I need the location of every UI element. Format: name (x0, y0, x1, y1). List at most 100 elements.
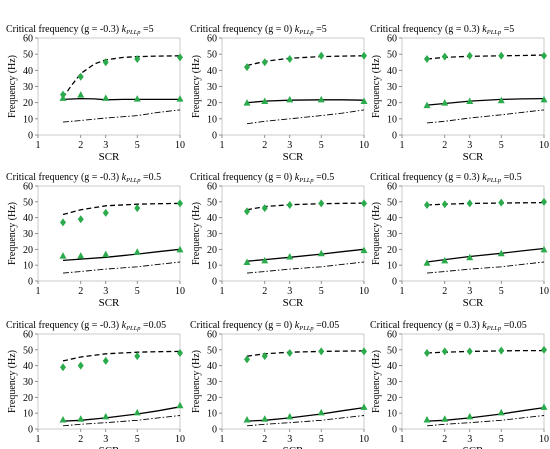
data-point-diamond (244, 63, 251, 72)
data-point-diamond (177, 349, 183, 357)
data-point-diamond (286, 349, 293, 357)
plot-area-frame (37, 37, 181, 136)
data-point-triangle (243, 258, 251, 265)
data-point-triangle (497, 249, 505, 257)
x-tick-label: 5 (499, 286, 504, 297)
title-value: =0.5 (501, 172, 522, 183)
y-tick-label: 20 (23, 98, 33, 109)
y-axis-label: Frequency (Hz) (191, 202, 202, 265)
y-axis-label: Frequency (Hz) (191, 350, 202, 413)
plot-area-frame (221, 333, 365, 430)
y-tick-label: 10 (387, 409, 397, 420)
x-tick-label: 2 (78, 286, 83, 297)
series-line-solid (246, 406, 365, 422)
x-axis-label: SCR (99, 445, 120, 449)
x-tick-label: 2 (442, 140, 447, 151)
x-tick-label: 5 (499, 434, 504, 445)
data-point-diamond (541, 345, 547, 354)
plot-area-frame (401, 185, 545, 282)
y-tick-label: 0 (28, 277, 33, 288)
data-point-diamond (286, 201, 293, 209)
data-point-diamond (261, 352, 268, 361)
series-line-dashdot (62, 109, 181, 123)
data-point-diamond (361, 51, 367, 60)
y-tick-label: 60 (23, 330, 33, 341)
title-text: Critical frequency (g = -0.3) (6, 24, 122, 35)
data-point-diamond (498, 346, 505, 355)
x-tick-label: 3 (103, 434, 108, 445)
data-point-diamond (541, 197, 547, 206)
data-point-diamond (77, 361, 84, 370)
y-tick-label: 20 (23, 245, 33, 256)
data-point-diamond (286, 55, 293, 64)
data-point-triangle (176, 95, 184, 102)
title-value: =5 (501, 24, 514, 35)
y-tick-label: 10 (207, 261, 217, 272)
data-point-triangle (540, 95, 548, 103)
plot-area-frame (221, 185, 365, 282)
series-line-solid (246, 248, 365, 262)
y-tick-label: 50 (207, 197, 217, 208)
x-tick-label: 3 (287, 434, 292, 445)
x-axis-label: SCR (283, 151, 304, 163)
data-point-diamond (424, 55, 431, 64)
plot-area-frame (401, 37, 545, 136)
y-axis-label: Frequency (Hz) (7, 202, 18, 265)
data-point-diamond (466, 51, 473, 60)
series-line-dashed (246, 202, 365, 211)
series-line-dashed (62, 350, 181, 362)
data-point-triangle (360, 403, 368, 410)
data-point-diamond (318, 199, 325, 208)
data-point-diamond (498, 51, 505, 60)
data-point-diamond (134, 55, 141, 64)
data-point-triangle (423, 259, 431, 266)
title-k: k (295, 172, 300, 183)
title-subscript: PLLp (125, 177, 141, 184)
data-point-triangle (466, 97, 474, 105)
data-point-triangle (133, 248, 141, 255)
data-point-triangle (540, 403, 548, 410)
x-tick-label: 1 (36, 140, 41, 151)
chart-panel-5: Critical frequency (g = 0) kPLLp =0.5 0 10… (190, 172, 369, 309)
data-point-diamond (244, 355, 251, 364)
x-tick-label: 5 (319, 434, 324, 445)
x-tick-label: 5 (135, 140, 140, 151)
y-tick-label: 60 (207, 182, 217, 193)
series-line-dashdot (426, 109, 545, 124)
data-point-triangle (176, 401, 184, 409)
y-axis-label: Frequency (Hz) (7, 55, 18, 118)
x-tick-label: 10 (359, 434, 369, 445)
data-point-triangle (466, 253, 474, 261)
series-line-solid (62, 248, 181, 262)
data-point-diamond (244, 207, 251, 216)
data-point-diamond (441, 52, 448, 61)
data-point-diamond (361, 199, 367, 208)
series-line-dashdot (62, 261, 181, 274)
chart-panel-6: Critical frequency (g = 0.3) kPLLp =0.5 0… (370, 172, 549, 309)
x-tick-label: 3 (467, 286, 472, 297)
data-point-triangle (441, 99, 449, 106)
y-tick-label: 40 (387, 213, 397, 224)
data-point-triangle (77, 415, 85, 422)
title-subscript: PLLp (125, 29, 141, 36)
y-tick-label: 10 (387, 261, 397, 272)
y-tick-label: 20 (387, 245, 397, 256)
y-tick-label: 40 (23, 213, 33, 224)
chart-title: Critical frequency (g = 0) kPLLp =0.05 (190, 320, 339, 332)
data-point-triangle (317, 408, 325, 416)
y-axis-label: Frequency (Hz) (371, 55, 382, 118)
data-point-triangle (261, 415, 269, 422)
data-point-diamond (134, 352, 141, 361)
data-point-diamond (102, 208, 109, 217)
data-point-triangle (77, 91, 85, 98)
chart-panel-2: Critical frequency (g = 0) kPLLp =5 0 10 20… (190, 24, 369, 163)
data-point-diamond (424, 349, 431, 357)
plot-area-frame (37, 185, 181, 282)
data-point-diamond (134, 204, 141, 213)
y-axis-label: Frequency (Hz) (7, 350, 18, 413)
x-axis-label: SCR (283, 445, 304, 449)
data-point-triangle (286, 412, 294, 420)
data-point-triangle (441, 256, 449, 264)
chart-panel-9: Critical frequency (g = 0.3) kPLLp =0.05… (370, 320, 549, 449)
data-point-diamond (498, 198, 505, 207)
